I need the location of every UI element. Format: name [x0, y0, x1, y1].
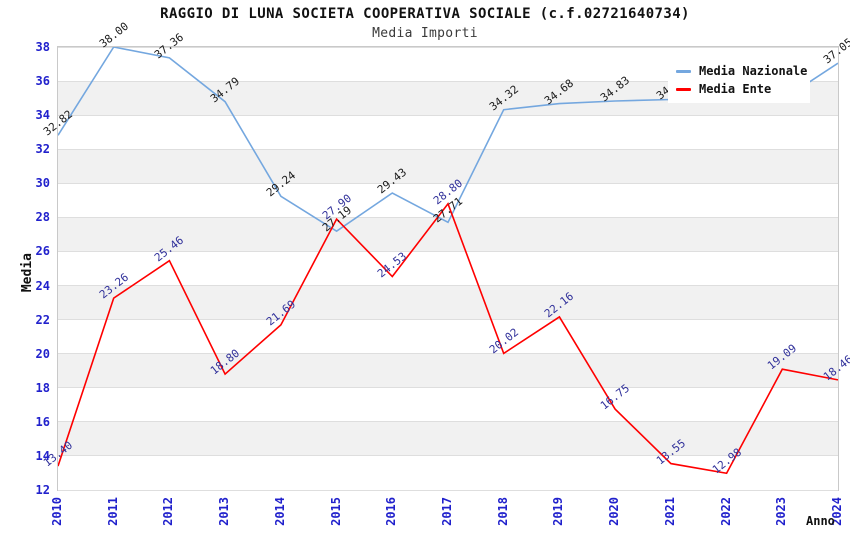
x-tick-label: 2011 — [105, 497, 120, 526]
legend-line-sample-nazionale — [676, 69, 691, 73]
gridline — [58, 353, 838, 355]
gridline — [58, 216, 838, 218]
gridline — [58, 489, 838, 491]
plot-stripe — [58, 421, 838, 456]
y-axis-title: Media — [20, 253, 35, 293]
y-tick-label: 20 — [35, 346, 50, 361]
plot-stripe — [58, 353, 838, 388]
x-tick-label: 2018 — [495, 497, 510, 526]
x-tick-label: 2019 — [551, 497, 566, 526]
legend-item-media-nazionale: Media Nazionale — [676, 62, 807, 80]
x-tick-label: 2014 — [272, 497, 287, 526]
y-tick-label: 34 — [35, 108, 50, 123]
y-tick-label: 18 — [35, 380, 50, 395]
gridline — [58, 319, 838, 321]
y-tick-label: 26 — [35, 244, 50, 259]
legend-label-nazionale: Media Nazionale — [699, 64, 808, 78]
chart-subtitle: Media Importi — [372, 26, 478, 41]
legend-item-media-ente: Media Ente — [676, 80, 802, 98]
x-tick-label: 2015 — [328, 497, 343, 526]
x-tick-label: 2013 — [217, 497, 232, 526]
y-tick-label: 14 — [35, 448, 50, 463]
chart-title: RAGGIO DI LUNA SOCIETA COOPERATIVA SOCIA… — [160, 6, 690, 22]
gridline — [58, 80, 838, 82]
x-tick-label: 2010 — [50, 497, 64, 526]
x-axis-title: Anno — [806, 514, 835, 528]
x-tick-label: 2016 — [384, 497, 399, 526]
y-tick-label: 16 — [35, 414, 50, 429]
gridline — [58, 46, 838, 48]
x-tick-label: 2017 — [440, 497, 454, 526]
gridline — [58, 250, 838, 252]
y-tick-label: 30 — [35, 176, 50, 191]
plot-stripe — [58, 285, 838, 320]
gridline — [58, 285, 838, 287]
x-tick-label: 2021 — [662, 497, 677, 526]
y-tick-label: 36 — [35, 74, 50, 89]
legend-line-sample-ente — [676, 87, 691, 91]
x-tick-label: 2020 — [607, 497, 622, 526]
series-lines — [58, 47, 838, 475]
gridline — [58, 148, 838, 150]
x-tick-label: 2012 — [161, 497, 176, 526]
gridline — [58, 455, 838, 457]
plot-background — [57, 46, 839, 491]
y-tick-label: 12 — [35, 483, 50, 497]
gridline — [58, 387, 838, 389]
gridline — [58, 182, 838, 184]
x-tick-label: 2022 — [718, 497, 733, 526]
plot-stripe — [58, 149, 838, 184]
y-tick-label: 32 — [35, 142, 50, 157]
legend-label-ente: Media Ente — [699, 82, 772, 96]
series-line-media-ente — [58, 202, 838, 475]
y-tick-label: 28 — [35, 210, 50, 225]
y-tick-label: 38 — [35, 40, 50, 54]
x-tick-label: 2023 — [774, 497, 789, 526]
gridline — [58, 114, 838, 116]
y-tick-label: 24 — [35, 278, 50, 293]
gridline — [58, 421, 838, 423]
legend: Media Nazionale Media Ente — [668, 57, 810, 103]
y-tick-label: 22 — [35, 312, 50, 327]
